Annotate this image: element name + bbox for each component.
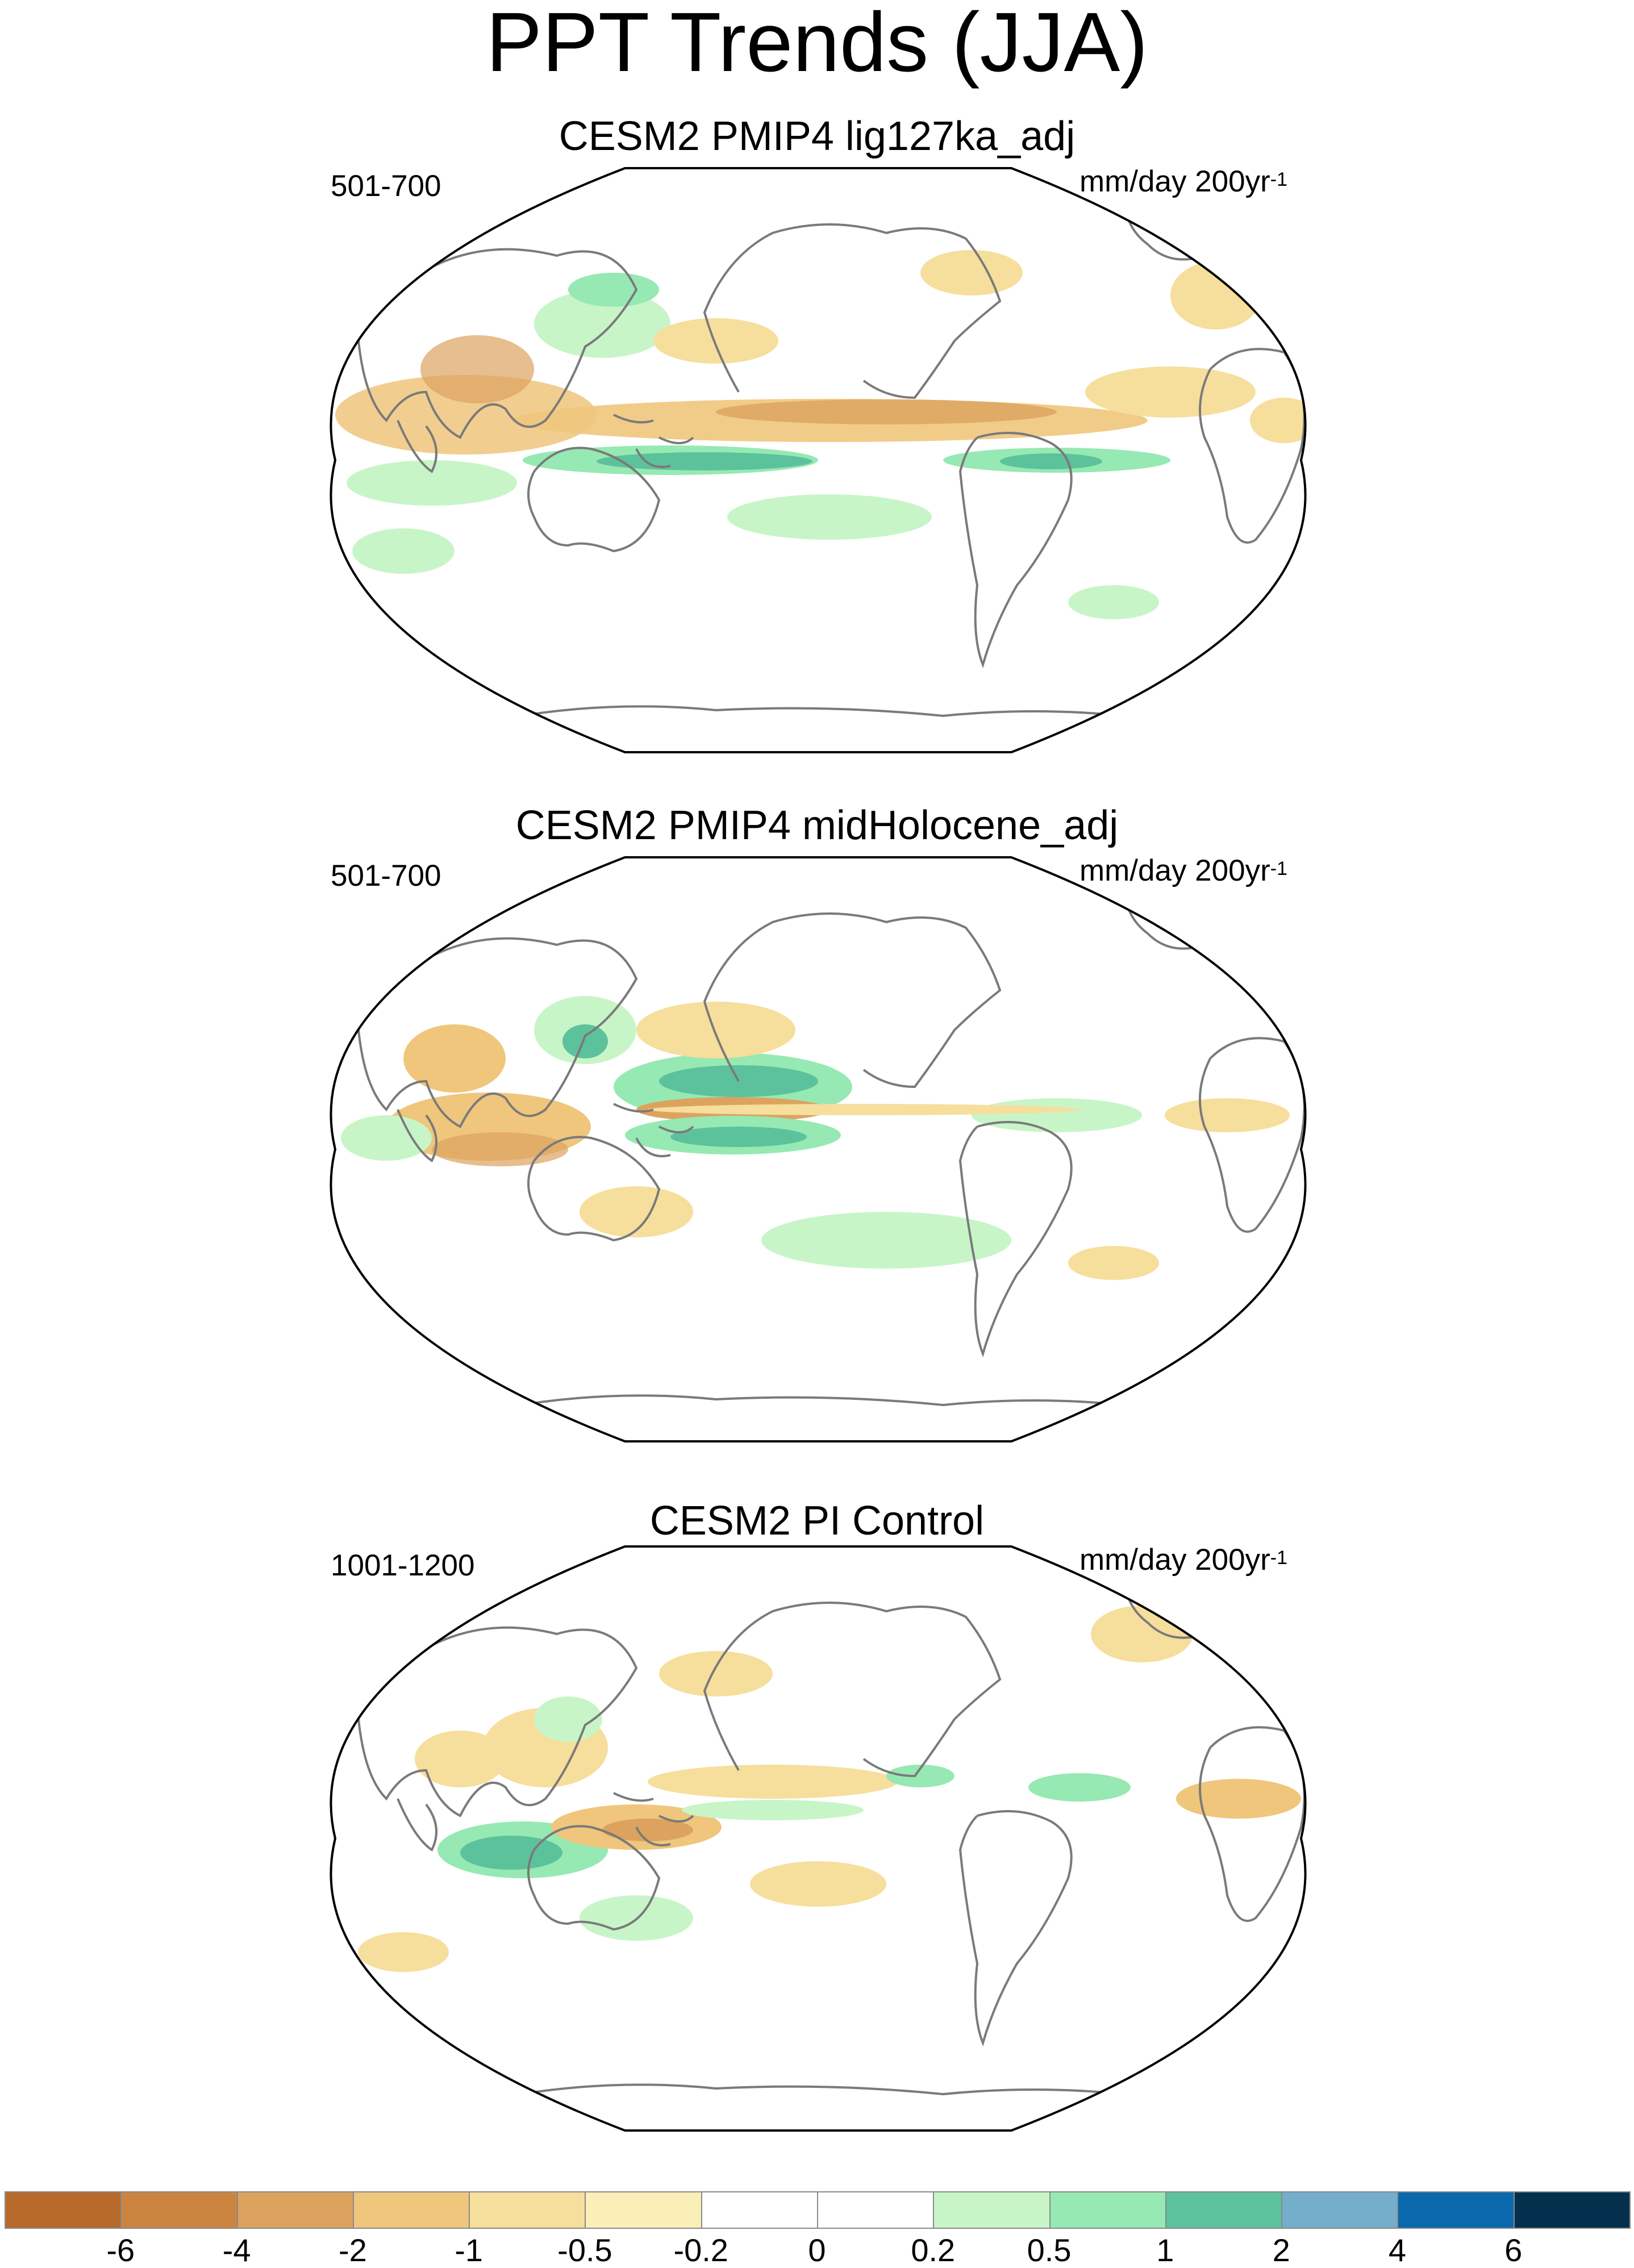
colorbar-tick-label: -2 (338, 2232, 367, 2268)
colorbar-tick-label: -4 (222, 2232, 251, 2268)
units-label: mm/day 200yr-1 (1079, 165, 1287, 198)
panel-title: CESM2 PI Control (649, 1498, 985, 1544)
colorbar-tick-label: 0 (808, 2232, 826, 2268)
figure-title: PPT Trends (JJA) (486, 0, 1148, 89)
colorbar-box (1049, 2191, 1166, 2229)
coastlines (357, 1571, 1306, 2101)
colorbar-box (585, 2191, 702, 2229)
anomaly-patches (335, 250, 1306, 619)
colorbar-box (816, 2191, 935, 2229)
panel-title: CESM2 PMIP4 midHolocene_adj (515, 803, 1119, 848)
colorbar-box (701, 2191, 818, 2229)
robinson-map (330, 1545, 1307, 2132)
colorbar-tick-label: 4 (1388, 2232, 1406, 2268)
colorbar-box (933, 2191, 1051, 2229)
colorbar (5, 2191, 1631, 2229)
colorbar-box (1397, 2191, 1515, 2229)
map-outline (330, 856, 1307, 1442)
map-outline (330, 167, 1307, 753)
period-label: 501-700 (331, 169, 441, 203)
colorbar-box (1165, 2191, 1283, 2229)
panel-title: CESM2 PMIP4 lig127ka_adj (558, 114, 1076, 159)
colorbar-tick-label: -0.5 (557, 2232, 612, 2268)
colorbar-box (1281, 2191, 1399, 2229)
colorbar-box (1513, 2191, 1631, 2229)
colorbar-tick-label: 2 (1272, 2232, 1290, 2268)
colorbar-tick-label: -1 (455, 2232, 483, 2268)
colorbar-box (5, 2191, 122, 2229)
colorbar-box (236, 2191, 354, 2229)
colorbar-tick-label: -0.2 (673, 2232, 728, 2268)
robinson-map (330, 167, 1307, 753)
map-outline (330, 1545, 1307, 2132)
anomaly-patches (341, 996, 1290, 1280)
anomaly-patches (358, 1606, 1301, 1972)
colorbar-box (120, 2191, 238, 2229)
period-label: 501-700 (331, 859, 441, 893)
colorbar-box (352, 2191, 470, 2229)
units-label: mm/day 200yr-1 (1079, 1543, 1287, 1577)
period-label: 1001-1200 (331, 1549, 475, 1582)
coastlines (357, 193, 1306, 723)
colorbar-tick-label: -6 (106, 2232, 135, 2268)
colorbar-tick-label: 1 (1156, 2232, 1174, 2268)
robinson-map (330, 856, 1307, 1442)
units-label: mm/day 200yr-1 (1079, 854, 1287, 887)
colorbar-box (469, 2191, 586, 2229)
colorbar-tick-label: 0.2 (911, 2232, 956, 2268)
colorbar-tick-label: 0.5 (1027, 2232, 1072, 2268)
colorbar-tick-label: 6 (1504, 2232, 1523, 2268)
